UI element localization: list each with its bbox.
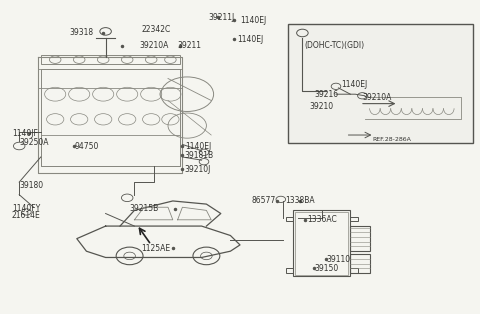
Text: 86577: 86577 bbox=[252, 197, 276, 205]
Bar bbox=[350, 254, 370, 273]
Text: 39211: 39211 bbox=[178, 41, 202, 50]
Text: 22342C: 22342C bbox=[141, 25, 170, 34]
Text: 39180: 39180 bbox=[19, 181, 43, 190]
Text: 1336AC: 1336AC bbox=[307, 215, 337, 224]
Bar bbox=[288, 24, 473, 143]
Text: 39210A: 39210A bbox=[362, 93, 392, 102]
Text: 39318: 39318 bbox=[70, 29, 94, 37]
Text: 1125AE: 1125AE bbox=[142, 244, 171, 252]
Bar bbox=[350, 268, 358, 273]
Text: 21614E: 21614E bbox=[12, 211, 41, 219]
Bar bbox=[41, 135, 180, 166]
Text: 39181B: 39181B bbox=[185, 151, 214, 160]
Text: 1140EJ: 1140EJ bbox=[185, 142, 211, 150]
Bar bbox=[350, 226, 370, 251]
Bar bbox=[41, 55, 180, 64]
Text: 39210J: 39210J bbox=[185, 165, 211, 174]
Text: 39210: 39210 bbox=[310, 102, 334, 111]
Text: 94750: 94750 bbox=[74, 142, 99, 150]
Bar bbox=[286, 217, 293, 221]
Text: 1140JF: 1140JF bbox=[12, 129, 38, 138]
Text: 39216: 39216 bbox=[314, 90, 338, 99]
Text: REF.28-286A: REF.28-286A bbox=[372, 137, 411, 142]
Text: 1140EJ: 1140EJ bbox=[240, 16, 266, 25]
Text: 1140EJ: 1140EJ bbox=[238, 35, 264, 44]
Text: (DOHC-TC)(GDI): (DOHC-TC)(GDI) bbox=[305, 41, 365, 50]
Text: 39110: 39110 bbox=[326, 255, 350, 263]
Text: 39250A: 39250A bbox=[19, 138, 48, 147]
Text: 39211J: 39211J bbox=[209, 13, 235, 22]
Text: 39210A: 39210A bbox=[139, 41, 168, 50]
Bar bbox=[41, 69, 180, 166]
Text: 1338BA: 1338BA bbox=[286, 197, 315, 205]
Text: 1140FY: 1140FY bbox=[12, 204, 40, 213]
Text: 1140EJ: 1140EJ bbox=[341, 80, 367, 89]
Text: 39150: 39150 bbox=[314, 264, 339, 273]
Text: 39215B: 39215B bbox=[130, 204, 159, 213]
Bar bbox=[295, 212, 348, 275]
Bar bbox=[350, 217, 358, 221]
Bar bbox=[286, 268, 293, 273]
Bar bbox=[293, 210, 350, 276]
